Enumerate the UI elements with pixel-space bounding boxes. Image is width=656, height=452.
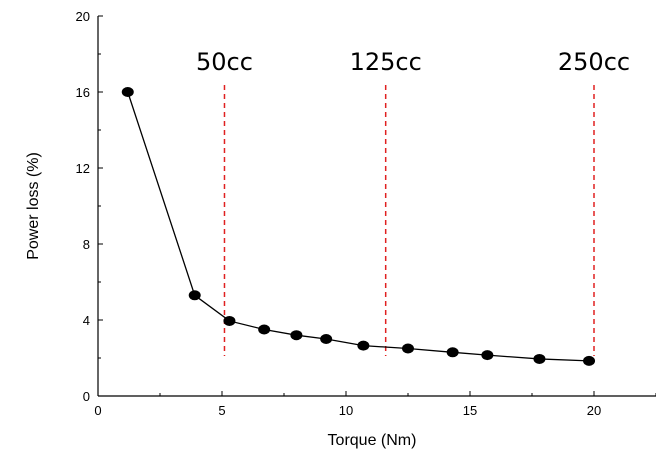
series-line — [127, 91, 590, 362]
data-point — [188, 290, 201, 301]
data-point — [223, 315, 236, 326]
x-tick-label: 5 — [218, 403, 225, 418]
y-tick-label: 20 — [76, 9, 90, 24]
data-point — [533, 353, 546, 364]
data-point — [320, 334, 333, 344]
y-tick-label: 16 — [76, 85, 90, 100]
data-point — [446, 347, 459, 358]
x-tick-label: 0 — [94, 403, 101, 418]
x-tick-label: 10 — [339, 403, 353, 418]
data-point — [258, 324, 271, 335]
y-tick-label: 4 — [83, 313, 90, 328]
y-tick-label: 12 — [76, 161, 90, 176]
data-point — [357, 340, 370, 351]
threshold-label: 50cc — [196, 48, 253, 76]
y-tick-label: 0 — [83, 389, 90, 404]
threshold-label: 250cc — [558, 48, 630, 76]
data-point — [290, 330, 303, 341]
data-point — [481, 350, 494, 361]
plot-area: 0 5 10 15 20 0 4 8 12 16 20 50cc 125cc 250cc — [76, 9, 656, 418]
data-point — [121, 87, 134, 97]
y-axis-title: Power loss (%) — [25, 152, 42, 260]
data-point — [402, 343, 414, 354]
threshold-label: 125cc — [350, 48, 422, 76]
x-tick-label: 15 — [463, 403, 477, 418]
y-tick-label: 8 — [83, 237, 90, 252]
x-axis-title: Torque (Nm) — [328, 432, 417, 449]
x-tick-label: 20 — [587, 403, 601, 418]
data-point — [583, 355, 596, 366]
